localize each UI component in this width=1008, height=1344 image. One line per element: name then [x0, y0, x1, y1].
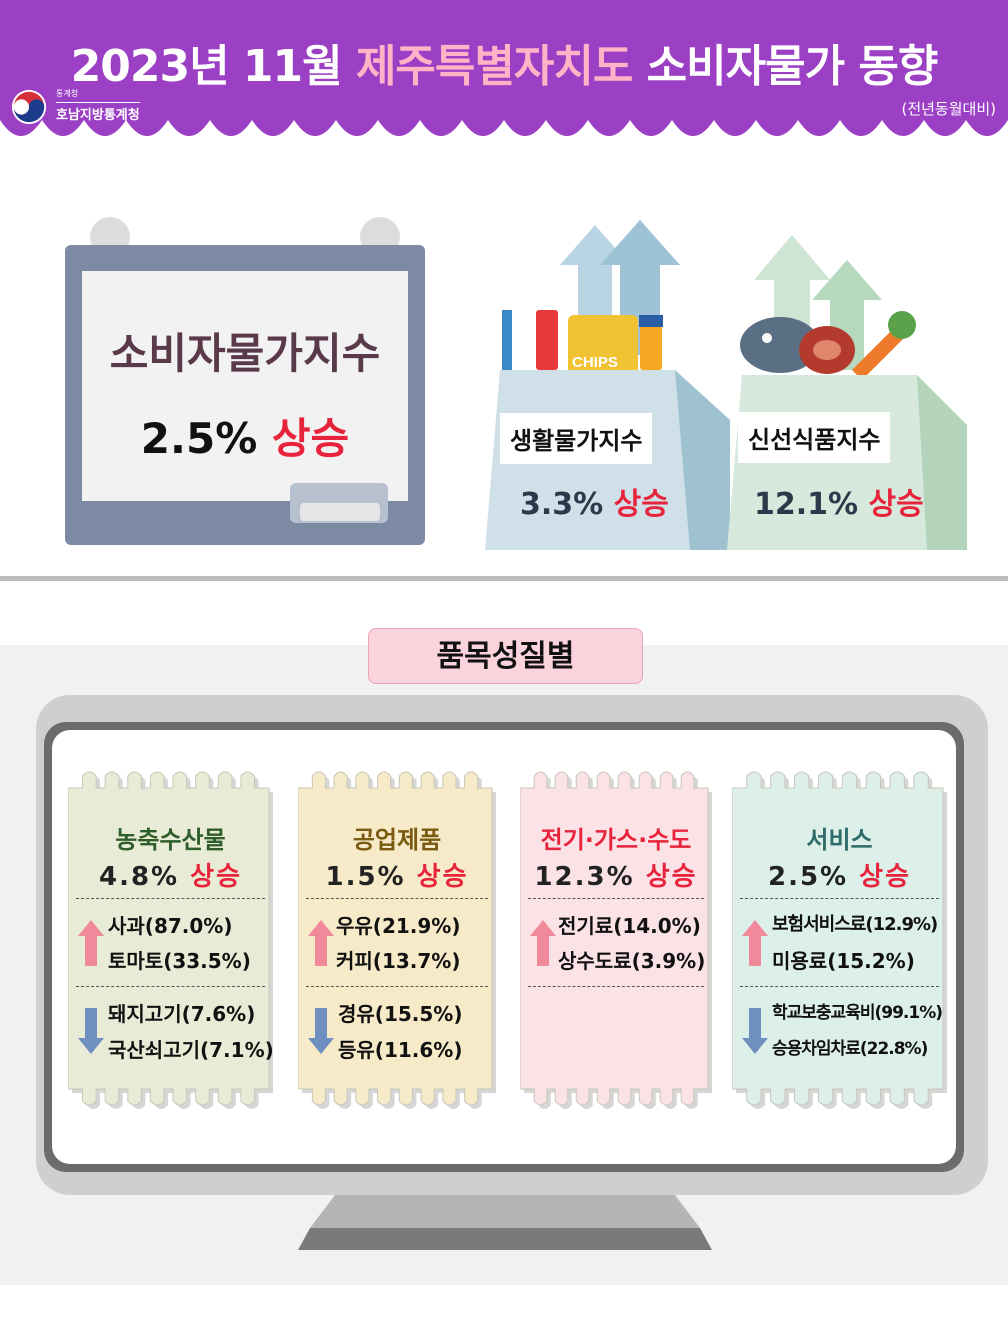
dashed-divider [306, 898, 488, 899]
increase-item: 커피(13.7%) [336, 949, 461, 973]
title-date: 2023년 11월 [70, 41, 356, 92]
cpi-board: 소비자물가지수 2.5% 상승 [60, 215, 430, 560]
dashed-divider [528, 898, 704, 899]
ticket-shape [520, 771, 712, 1109]
decrease-item: 학교보충교육비(99.1%) [772, 1003, 943, 1023]
category-direction: 상승 [859, 862, 911, 892]
chips-label: CHIPS [572, 354, 618, 371]
org-logo: 통계청 호남지방통계청 [8, 84, 148, 128]
comparison-note: (전년동월대비) [901, 100, 996, 118]
category-percent: 4.8% [98, 862, 191, 892]
category-value: 2.5% 상승 [732, 856, 947, 893]
category-title: 전기·가스·수도 [540, 826, 692, 854]
dashed-divider [528, 986, 704, 987]
living-percent: 3.3% [520, 487, 604, 522]
increase-item: 우유(21.9%) [336, 914, 461, 938]
increase-item: 토마토(33.5%) [108, 949, 251, 973]
ticket-shape [732, 771, 947, 1109]
category-direction: 상승 [645, 862, 698, 892]
title-subject: 소비자물가 동향 [632, 41, 939, 92]
title-region: 제주특별자치도 [355, 41, 633, 92]
category-value: 4.8% 상승 [68, 856, 273, 893]
dashed-divider [740, 986, 939, 987]
ticket-shape [298, 771, 496, 1109]
decrease-item: 경유(15.5%) [338, 1002, 463, 1026]
banner-background [0, 0, 1008, 136]
cpi-percent: 2.5% [140, 414, 258, 463]
whiteboard-graphic [65, 217, 425, 545]
page-title: 2023년 11월 제주특별자치도 소비자물가 동향 [0, 30, 1008, 94]
category-title: 서비스 [806, 826, 873, 854]
category-title: 공업제품 [352, 826, 442, 854]
decrease-item: 승용차임차료(22.8%) [772, 1039, 928, 1059]
category-value: 12.3% 상승 [520, 856, 712, 893]
category-card: 공업제품 1.5% 상승 우유(21.9%) 커피(13.7%) 경유(15.5%) 등유… [298, 768, 496, 1113]
increase-item: 보험서비스료(12.9%) [772, 914, 938, 935]
category-percent: 12.3% [534, 862, 646, 892]
org-small-label: 통계청 [56, 89, 79, 98]
living-index-value: 3.3% 상승 [520, 479, 669, 523]
category-direction: 상승 [190, 862, 242, 892]
living-direction: 상승 [613, 487, 669, 522]
header-banner: 2023년 11월 제주특별자치도 소비자물가 동향 (전년동월대비) 통계청 … [0, 0, 1008, 140]
cpi-title: 소비자물가지수 [109, 329, 381, 378]
decrease-item: 국산쇠고기(7.1%) [108, 1038, 274, 1062]
fresh-index-value: 12.1% 상승 [754, 479, 924, 523]
living-index-bag: CHIPS 생활물가지수 3.3% 상승 [480, 215, 730, 555]
fresh-index-bag: 신선식품지수 12.1% 상승 [722, 230, 972, 555]
section-divider [0, 576, 1008, 581]
living-index-label: 생활물가지수 [500, 413, 653, 464]
category-value: 1.5% 상승 [298, 856, 496, 893]
dashed-divider [740, 898, 939, 899]
cpi-direction: 상승 [271, 414, 350, 463]
cpi-value: 2.5% 상승 [60, 405, 430, 466]
dashed-divider [306, 986, 488, 987]
increase-item: 전기료(14.0%) [558, 914, 701, 938]
fresh-index-label: 신선식품지수 [738, 412, 891, 463]
statistics-emblem-icon [11, 89, 47, 125]
category-percent: 2.5% [767, 862, 860, 892]
category-card: 전기·가스·수도 12.3% 상승 전기료(14.0%) 상수도료(3.9%) [520, 768, 712, 1113]
increase-item: 상수도료(3.9%) [558, 949, 706, 973]
category-direction: 상승 [416, 862, 469, 892]
category-title: 농축수산물 [115, 826, 226, 854]
ticket-shape [68, 771, 273, 1109]
fresh-percent: 12.1% [754, 487, 859, 522]
decrease-item: 돼지고기(7.6%) [108, 1002, 256, 1026]
category-percent: 1.5% [325, 862, 417, 892]
section-title: 품목성질별 [368, 628, 643, 684]
increase-item: 미용료(15.2%) [772, 949, 915, 973]
category-card: 서비스 2.5% 상승 보험서비스료(12.9%) 미용료(15.2%) 학교보충교육비… [732, 768, 947, 1113]
dashed-divider [76, 898, 265, 899]
org-name: 호남지방통계청 [56, 102, 140, 123]
increase-item: 사과(87.0%) [108, 914, 233, 938]
dashed-divider [76, 986, 265, 987]
decrease-item: 등유(11.6%) [338, 1038, 463, 1062]
category-card: 농축수산물 4.8% 상승 사과(87.0%) 토마토(33.5%) 돼지고기(7.6%… [68, 768, 274, 1113]
fresh-direction: 상승 [868, 487, 924, 522]
